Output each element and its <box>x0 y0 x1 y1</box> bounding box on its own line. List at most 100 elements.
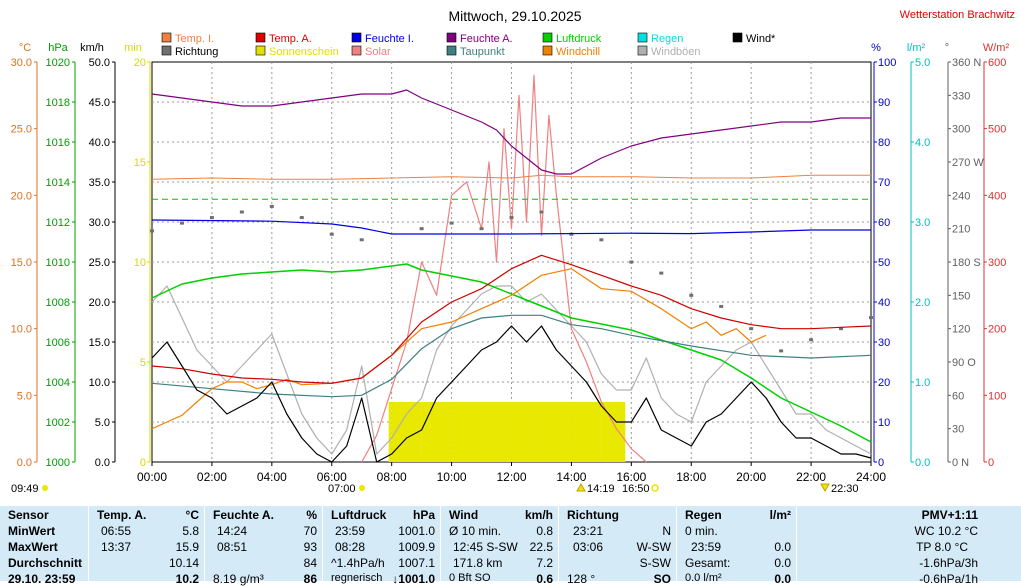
hdr-rain: Regen <box>685 508 722 522</box>
axis-rain_lm2: 0.0 1.0 2.0 3.0 4.0 5.0 l/m² <box>907 42 930 469</box>
direction-point <box>509 216 514 220</box>
legend-label: Sonnenschein <box>269 46 339 58</box>
x-tick-label: 12:00 <box>496 470 526 484</box>
temp-max-time: 13:37 <box>101 540 132 554</box>
hdr-temp: Temp. A. <box>97 508 147 522</box>
tick-label: 2.0 <box>915 297 930 309</box>
tick-label: 330 <box>952 90 970 102</box>
trend-1h: -0.6hPa/1h <box>919 572 978 586</box>
legend-swatch <box>161 32 172 43</box>
direction-point <box>449 221 454 225</box>
tick-label: 0.0 <box>915 457 930 469</box>
tick-label: 15.0 <box>11 257 32 269</box>
tick-label: 20 <box>134 57 146 69</box>
x-tick-label: 06:00 <box>317 470 347 484</box>
sun-icon <box>359 485 365 491</box>
x-tick-label: 18:00 <box>676 470 706 484</box>
legend-swatch <box>637 32 648 43</box>
direction-point <box>539 210 544 214</box>
col-direction: Richtung 23:21 N 03:06 W-SW S-SW 128 ° S… <box>558 506 677 586</box>
direction-point <box>269 204 274 208</box>
x-tick-label: 04:00 <box>257 470 287 484</box>
series-richtung <box>150 204 873 353</box>
legend-swatch <box>161 45 172 56</box>
direction-point <box>239 210 244 214</box>
direction-point <box>599 238 604 242</box>
col-pressure: Luftdruck hPa 23:59 1001.0 08:28 1009.9 … <box>322 506 441 586</box>
tick-label: 120 <box>952 324 970 336</box>
tick-label: 20.0 <box>11 190 32 202</box>
series-feuchte-a <box>151 89 871 175</box>
hdr-direction: Richtung <box>567 508 619 522</box>
wind-max: 22.5 <box>529 540 553 554</box>
hum-min-time: 14:24 <box>217 524 248 538</box>
sunshine-bar <box>571 402 602 462</box>
tick-label: 1018 <box>46 97 70 109</box>
hum-max: 93 <box>303 540 317 554</box>
temp-avg: 10.14 <box>168 556 199 570</box>
tick-label: 5 <box>140 357 146 369</box>
tick-label: 40 <box>878 297 890 309</box>
legend-swatch <box>255 32 266 43</box>
tick-label: 200 <box>988 324 1006 336</box>
tick-label: 300 <box>952 124 970 136</box>
dir-deg: 128 ° <box>567 572 596 586</box>
chart-title: Mittwoch, 29.10.2025 <box>448 8 581 24</box>
legend-item: Solar <box>351 45 391 58</box>
sunset-time: 16:50 <box>622 483 650 495</box>
legend-item: Richtung <box>161 45 218 58</box>
hdr-humidity: Feuchte A. <box>213 508 274 522</box>
hum-max-time: 08:51 <box>217 540 248 554</box>
legend-label: Regen <box>651 33 683 45</box>
row-label: MaxWert <box>8 540 58 554</box>
legend-item: Feuchte A. <box>446 32 513 45</box>
legend-swatch <box>351 45 362 56</box>
tick-label: 50 <box>878 257 890 269</box>
press-min: 1001.0 <box>398 524 435 538</box>
tick-label: 0 N <box>952 457 969 469</box>
moonset-time: 22:30 <box>831 483 859 495</box>
wind-current: 0.6 <box>536 572 553 586</box>
legend-item: Sonnenschein <box>255 45 339 58</box>
x-tick-label: 00:00 <box>137 470 167 484</box>
axis-unit: min <box>124 42 142 54</box>
tick-label: 1016 <box>46 137 70 149</box>
tick-label: 210 <box>952 224 970 236</box>
tick-label: 360 N <box>952 57 981 69</box>
tick-label: 90 <box>878 97 890 109</box>
tick-label: 100 <box>988 390 1006 402</box>
axis-unit: % <box>871 42 881 54</box>
tick-label: 0 <box>878 457 884 469</box>
rain-time: 23:59 <box>691 540 722 554</box>
dir-max-time: 03:06 <box>573 540 604 554</box>
tick-label: 1008 <box>46 297 70 309</box>
sunrise-time: 07:00 <box>328 483 356 495</box>
tick-label: 25.0 <box>11 124 32 136</box>
station-name: Wetterstation Brachwitz <box>900 9 1015 21</box>
tick-label: 10 <box>878 417 890 429</box>
wind-bft: 0 Bft SO <box>449 572 491 584</box>
moonset-icon <box>820 483 830 493</box>
row-label: Durchschnitt <box>8 556 83 570</box>
tick-label: 35.0 <box>89 177 110 189</box>
hdr-wind: Wind <box>449 508 479 522</box>
tick-label: 400 <box>988 190 1006 202</box>
legend-swatch <box>542 45 553 56</box>
hum-avg: 84 <box>303 556 317 570</box>
axis-solar_wm2: 0 100 200 300 400 500 600 W/m² <box>983 42 1010 469</box>
abs-humidity: 8.19 g/m³ <box>213 572 264 586</box>
wind-avg10: 0.8 <box>536 524 553 538</box>
legend-label: Solar <box>365 46 391 58</box>
dir-current: SO <box>653 572 671 586</box>
tick-label: 10.0 <box>89 377 110 389</box>
x-tick-label: 24:00 <box>856 470 886 484</box>
pmv: PMV+1:11 <box>921 508 978 522</box>
sunshine-bar <box>496 402 512 462</box>
tick-label: 1002 <box>46 417 70 429</box>
tick-label: 600 <box>988 57 1006 69</box>
sunshine-bar <box>541 402 572 462</box>
axis-temp_c: 0.0 5.0 10.0 15.0 20.0 25.0 30.0 °C <box>11 42 38 469</box>
series-feuchte-i <box>151 219 871 235</box>
tick-label: 40.0 <box>89 137 110 149</box>
wind-max-desc: 12:45 S-SW <box>453 540 518 554</box>
